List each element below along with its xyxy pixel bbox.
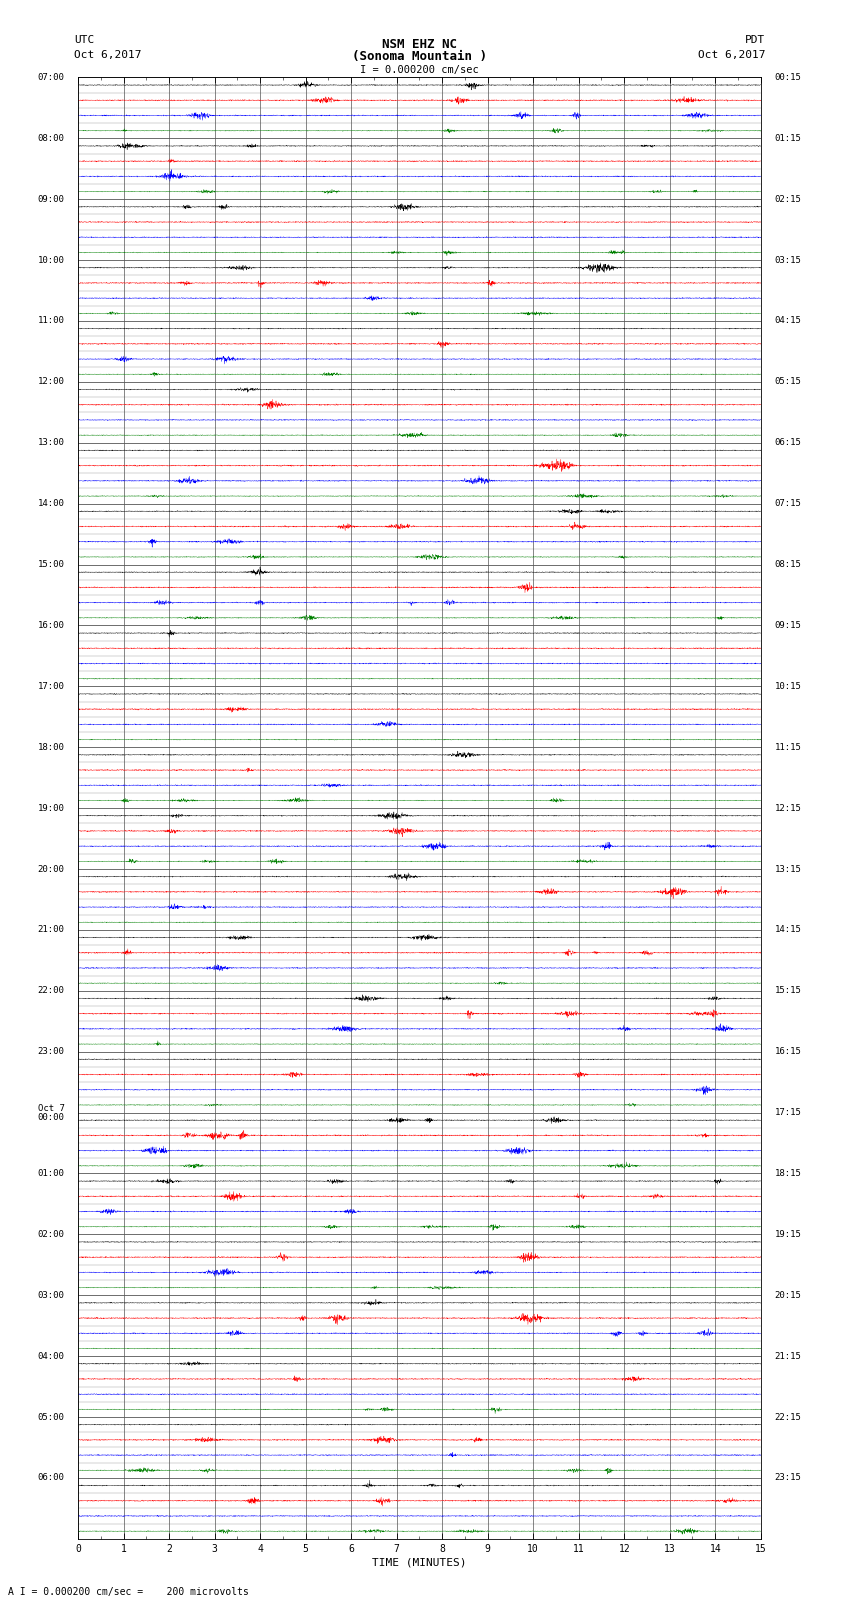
Text: 09:00: 09:00 — [37, 195, 65, 203]
Text: 04:15: 04:15 — [774, 316, 802, 326]
Text: 05:00: 05:00 — [37, 1413, 65, 1421]
Text: 06:00: 06:00 — [37, 1473, 65, 1482]
Text: 01:00: 01:00 — [37, 1169, 65, 1177]
Text: 15:15: 15:15 — [774, 986, 802, 995]
Text: 13:15: 13:15 — [774, 865, 802, 874]
Text: 18:15: 18:15 — [774, 1169, 802, 1177]
Text: 11:15: 11:15 — [774, 742, 802, 752]
Text: 19:00: 19:00 — [37, 803, 65, 813]
Text: 16:15: 16:15 — [774, 1047, 802, 1057]
Text: 23:00: 23:00 — [37, 1047, 65, 1057]
Text: PDT: PDT — [745, 35, 765, 45]
Text: Oct 6,2017: Oct 6,2017 — [698, 50, 765, 60]
Text: 14:15: 14:15 — [774, 926, 802, 934]
Text: 19:15: 19:15 — [774, 1229, 802, 1239]
Text: 07:00: 07:00 — [37, 73, 65, 82]
Text: (Sonoma Mountain ): (Sonoma Mountain ) — [352, 50, 487, 63]
Text: 12:15: 12:15 — [774, 803, 802, 813]
Text: 05:15: 05:15 — [774, 377, 802, 387]
Text: 23:15: 23:15 — [774, 1473, 802, 1482]
Text: 14:00: 14:00 — [37, 498, 65, 508]
Text: 03:15: 03:15 — [774, 255, 802, 265]
Text: 03:00: 03:00 — [37, 1290, 65, 1300]
Text: 07:15: 07:15 — [774, 498, 802, 508]
Text: 22:00: 22:00 — [37, 986, 65, 995]
Text: 06:15: 06:15 — [774, 439, 802, 447]
Text: 04:00: 04:00 — [37, 1352, 65, 1361]
Text: 10:00: 10:00 — [37, 255, 65, 265]
Text: 10:15: 10:15 — [774, 682, 802, 690]
Text: 20:00: 20:00 — [37, 865, 65, 874]
Text: A I = 0.000200 cm/sec =    200 microvolts: A I = 0.000200 cm/sec = 200 microvolts — [8, 1587, 249, 1597]
Text: 00:00: 00:00 — [37, 1113, 65, 1121]
Text: 22:15: 22:15 — [774, 1413, 802, 1421]
Text: 17:15: 17:15 — [774, 1108, 802, 1118]
Text: 08:15: 08:15 — [774, 560, 802, 569]
Text: 13:00: 13:00 — [37, 439, 65, 447]
Text: 16:00: 16:00 — [37, 621, 65, 631]
Text: 09:15: 09:15 — [774, 621, 802, 631]
Text: 08:00: 08:00 — [37, 134, 65, 144]
Text: Oct 7: Oct 7 — [37, 1103, 65, 1113]
Text: 01:15: 01:15 — [774, 134, 802, 144]
Text: 21:00: 21:00 — [37, 926, 65, 934]
Text: 15:00: 15:00 — [37, 560, 65, 569]
Text: I = 0.000200 cm/sec: I = 0.000200 cm/sec — [360, 65, 479, 76]
Text: 12:00: 12:00 — [37, 377, 65, 387]
Text: UTC: UTC — [74, 35, 94, 45]
Text: NSM EHZ NC: NSM EHZ NC — [382, 37, 457, 50]
Text: 11:00: 11:00 — [37, 316, 65, 326]
Text: 02:15: 02:15 — [774, 195, 802, 203]
Text: 21:15: 21:15 — [774, 1352, 802, 1361]
Text: 00:15: 00:15 — [774, 73, 802, 82]
Text: Oct 6,2017: Oct 6,2017 — [74, 50, 141, 60]
Text: 20:15: 20:15 — [774, 1290, 802, 1300]
X-axis label: TIME (MINUTES): TIME (MINUTES) — [372, 1558, 467, 1568]
Text: 17:00: 17:00 — [37, 682, 65, 690]
Text: 18:00: 18:00 — [37, 742, 65, 752]
Text: 02:00: 02:00 — [37, 1229, 65, 1239]
